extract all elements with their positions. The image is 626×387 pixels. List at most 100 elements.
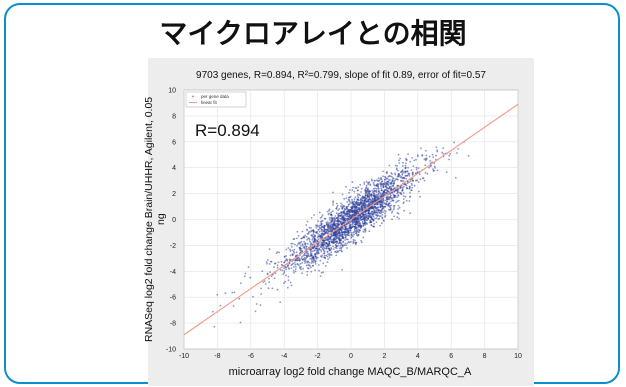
data-point — [345, 228, 347, 231]
data-point — [292, 269, 295, 272]
data-point — [289, 281, 292, 284]
data-point — [379, 203, 382, 206]
data-point — [364, 227, 367, 230]
data-point — [374, 214, 377, 216]
data-point — [247, 266, 250, 268]
data-point — [325, 221, 328, 224]
data-point — [384, 199, 387, 202]
data-point — [432, 156, 435, 159]
data-point — [326, 221, 329, 223]
data-point — [322, 271, 324, 274]
data-point — [311, 250, 314, 253]
data-point — [307, 264, 310, 266]
data-point — [331, 226, 333, 229]
data-point — [432, 168, 434, 171]
data-point — [298, 241, 300, 244]
data-point — [291, 242, 294, 245]
data-point — [398, 162, 401, 164]
data-point — [405, 157, 407, 160]
data-point — [387, 184, 389, 186]
data-point — [319, 275, 322, 277]
data-point — [393, 205, 396, 207]
data-point — [390, 187, 392, 190]
data-point — [306, 229, 309, 232]
data-point — [316, 236, 319, 239]
data-point — [355, 222, 357, 225]
y-tick-label: -8 — [170, 321, 176, 328]
data-point — [334, 215, 337, 217]
data-point — [331, 217, 334, 220]
data-point — [349, 216, 352, 219]
data-point — [371, 211, 373, 213]
data-point — [442, 147, 444, 150]
data-point — [306, 274, 309, 276]
data-point — [336, 220, 339, 222]
data-point — [390, 189, 393, 191]
data-point — [302, 244, 304, 247]
data-point — [353, 218, 355, 221]
data-point — [342, 233, 344, 236]
data-point — [380, 222, 383, 225]
data-point — [354, 187, 357, 189]
data-point — [390, 175, 393, 178]
grid-lines — [183, 89, 519, 350]
data-point — [415, 179, 417, 182]
data-point — [457, 148, 460, 150]
data-point — [243, 275, 246, 278]
data-point — [371, 201, 373, 204]
data-point — [360, 241, 363, 244]
data-point — [330, 211, 332, 214]
data-point — [216, 293, 219, 296]
data-point — [377, 193, 380, 196]
data-point — [407, 166, 409, 169]
data-point — [303, 245, 306, 248]
data-point — [287, 275, 290, 278]
data-point — [340, 205, 342, 208]
data-point — [389, 196, 392, 199]
legend-marker-points — [192, 95, 194, 98]
data-point — [276, 264, 279, 267]
data-point — [372, 187, 375, 190]
data-point — [423, 158, 426, 161]
data-point — [351, 198, 353, 201]
data-point — [396, 189, 399, 191]
data-point — [357, 206, 359, 209]
data-point — [375, 199, 378, 201]
data-point — [310, 227, 312, 229]
data-point — [356, 189, 359, 192]
data-point — [359, 183, 362, 186]
data-point — [402, 180, 405, 182]
data-point — [293, 248, 296, 251]
data-point — [332, 201, 334, 204]
data-point — [365, 180, 368, 183]
data-point — [382, 191, 385, 194]
data-point — [305, 260, 307, 263]
data-point — [380, 178, 383, 181]
data-point — [376, 195, 379, 198]
data-point — [379, 224, 382, 227]
data-point — [268, 263, 271, 265]
data-point — [309, 252, 312, 255]
data-point — [347, 232, 349, 235]
data-point — [239, 321, 242, 324]
y-tick-label: -6 — [170, 295, 176, 302]
data-point — [354, 214, 356, 217]
data-point — [363, 215, 366, 218]
data-point — [282, 273, 285, 275]
data-point — [313, 259, 316, 262]
data-point — [395, 167, 398, 170]
data-point — [335, 247, 338, 250]
data-point — [344, 217, 346, 220]
data-point — [408, 175, 411, 177]
data-point — [412, 165, 415, 168]
data-point — [310, 266, 312, 269]
data-point — [328, 219, 331, 221]
data-point — [294, 268, 297, 270]
data-point — [405, 162, 407, 165]
data-point — [316, 256, 319, 259]
data-point — [350, 227, 352, 230]
data-point — [331, 239, 334, 241]
data-point — [347, 217, 349, 220]
data-point — [390, 172, 393, 174]
data-point — [390, 194, 392, 197]
